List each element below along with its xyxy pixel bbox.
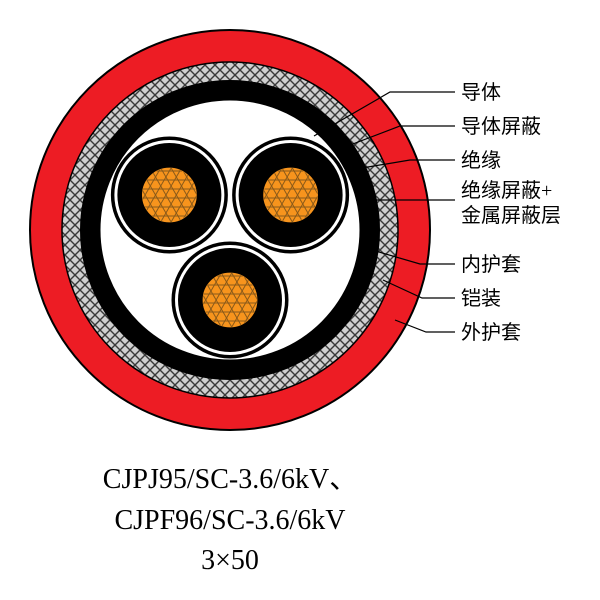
caption-line-2: CJPF96/SC-3.6/6kV — [0, 501, 460, 542]
svg-text:内护套: 内护套 — [461, 253, 521, 276]
svg-text:外护套: 外护套 — [461, 321, 521, 344]
svg-text:导体: 导体 — [461, 81, 501, 104]
svg-text:导体屏蔽: 导体屏蔽 — [461, 115, 541, 138]
cable-cross-section-diagram: 导体导体屏蔽绝缘绝缘屏蔽+金属屏蔽层内护套铠装外护套 CJPJ95/SC-3.6… — [0, 0, 600, 600]
svg-text:金属屏蔽层: 金属屏蔽层 — [461, 204, 561, 227]
caption-line-3: 3×50 — [0, 541, 460, 582]
svg-text:绝缘: 绝缘 — [461, 149, 501, 172]
caption-line-1: CJPJ95/SC-3.6/6kV、 — [0, 460, 460, 501]
svg-text:绝缘屏蔽+: 绝缘屏蔽+ — [461, 179, 552, 202]
svg-text:铠装: 铠装 — [461, 287, 501, 310]
diagram-caption: CJPJ95/SC-3.6/6kV、 CJPF96/SC-3.6/6kV 3×5… — [0, 460, 460, 582]
